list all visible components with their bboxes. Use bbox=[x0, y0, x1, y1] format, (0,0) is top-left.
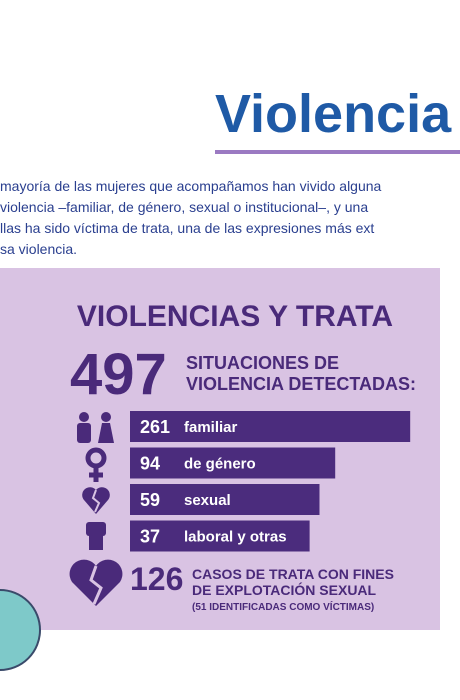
bar bbox=[130, 520, 310, 552]
bar-label: familiar bbox=[184, 419, 238, 436]
bar-value: 59 bbox=[140, 490, 160, 510]
intro-line: llas ha sido víctima de trata, una de la… bbox=[0, 220, 374, 236]
trafficking-note: (51 IDENTIFICADAS COMO VÍCTIMAS) bbox=[192, 600, 374, 613]
trafficking-label: DE EXPLOTACIÓN SEXUAL bbox=[192, 581, 377, 598]
bar bbox=[130, 447, 336, 479]
page-title: Violencia bbox=[215, 84, 452, 144]
fist-icon bbox=[86, 522, 106, 550]
trafficking-number: 126 bbox=[130, 561, 183, 597]
total-label: VIOLENCIA DETECTADAS: bbox=[186, 374, 416, 394]
bar bbox=[130, 411, 411, 442]
trafficking-label: CASOS DE TRATA CON FINES bbox=[192, 566, 394, 582]
family-icon bbox=[77, 412, 114, 443]
bar-value: 37 bbox=[140, 527, 160, 547]
bar-label: laboral y otras bbox=[184, 529, 287, 546]
female-icon bbox=[85, 447, 107, 482]
intro-line: mayoría de las mujeres que acompañamos h… bbox=[0, 178, 382, 194]
bar bbox=[130, 484, 320, 515]
total-number: 497 bbox=[70, 342, 167, 407]
bar-value: 94 bbox=[140, 454, 160, 474]
heart-crack bbox=[89, 565, 103, 605]
bar-value: 261 bbox=[140, 417, 170, 437]
decor-circle bbox=[0, 589, 41, 671]
bar-label: sexual bbox=[184, 492, 231, 509]
total-label: SITUACIONES DE bbox=[186, 353, 339, 373]
panel-title: VIOLENCIAS Y TRATA bbox=[77, 300, 393, 333]
bar-label: de género bbox=[184, 456, 256, 473]
intro-line: violencia –familiar, de género, sexual o… bbox=[0, 199, 368, 215]
heart-crack bbox=[91, 489, 101, 513]
intro-line: sa violencia. bbox=[0, 241, 77, 257]
title-underline bbox=[215, 150, 460, 154]
